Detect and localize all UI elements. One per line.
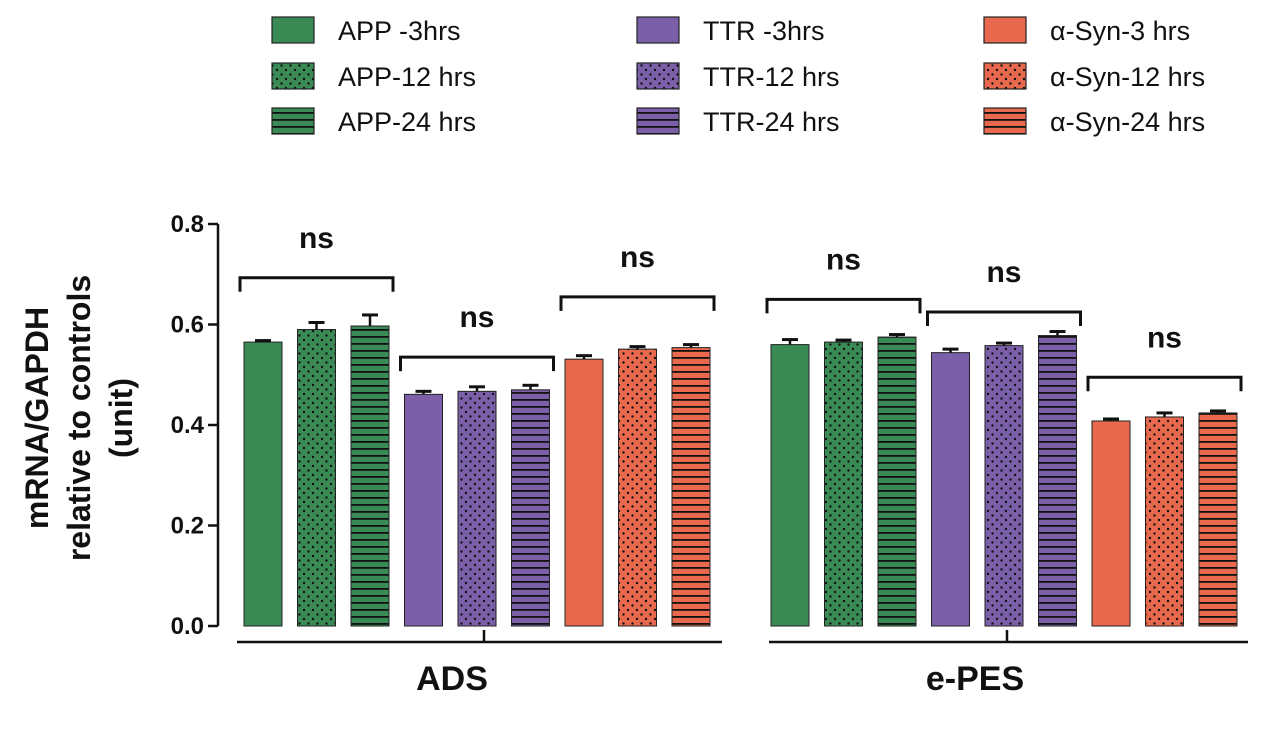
- legend-swatch: [271, 62, 315, 90]
- y-axis-label-line: relative to controls: [61, 275, 97, 561]
- significance-annotations: ns ns ns ns ns ns: [238, 222, 1243, 392]
- y-axis-label-line: mRNA/GAPDH: [19, 307, 55, 529]
- bar: [511, 389, 550, 627]
- bar: [1145, 416, 1184, 627]
- x-group-label: ADS: [416, 660, 488, 698]
- legend-label: TTR-24 hrs: [703, 107, 840, 137]
- significance-bracket: [399, 355, 555, 372]
- legend-swatch: [636, 62, 680, 90]
- bar: [1091, 420, 1131, 627]
- legend-entry: APP -3hrs: [271, 16, 461, 46]
- significance-label: ns: [986, 256, 1021, 289]
- significance-bracket: [1086, 375, 1243, 392]
- bar: [931, 352, 970, 627]
- legend-entry: α-Syn-3 hrs: [983, 16, 1190, 46]
- legend-label: α-Syn-24 hrs: [1050, 107, 1205, 137]
- legend-label: APP -3hrs: [338, 16, 461, 46]
- legend-label: α-Syn-12 hrs: [1050, 62, 1205, 92]
- legend-entry: TTR -3hrs: [636, 16, 825, 46]
- legend-swatch: [636, 107, 680, 135]
- y-tick-label: 0.2: [171, 513, 204, 540]
- bar: [350, 325, 390, 627]
- y-axis-label-line: (unit): [103, 378, 139, 458]
- bar: [824, 341, 863, 627]
- legend-label: α-Syn-3 hrs: [1050, 16, 1190, 46]
- bars: [243, 313, 1238, 627]
- legend-swatch: [271, 16, 315, 44]
- legend-entry: APP-24 hrs: [271, 107, 476, 137]
- y-tick-label: 0.0: [171, 613, 204, 640]
- legend-entry: α-Syn-24 hrs: [983, 107, 1205, 137]
- significance-bracket: [238, 276, 395, 292]
- bar: [243, 341, 283, 627]
- legend-entry: α-Syn-12 hrs: [983, 62, 1205, 92]
- significance-bracket: [765, 297, 922, 314]
- axes: 0.0 0.2 0.4 0.6 0.8 ADS e-PES mRNA/GAPDH relativ…: [19, 211, 1248, 698]
- legend-label: TTR-12 hrs: [703, 62, 840, 92]
- y-tick-label: 0.4: [171, 412, 205, 439]
- legend-label: APP-24 hrs: [338, 107, 476, 137]
- legend-label: APP-12 hrs: [338, 62, 476, 92]
- legend-swatch: [983, 107, 1027, 135]
- legend-swatch: [636, 16, 680, 44]
- legend: APP -3hrs APP-12 hrs APP-24 hrs TTR -3hrs TT…: [271, 16, 1205, 137]
- y-tick-label: 0.6: [171, 312, 204, 339]
- legend-entry: APP-12 hrs: [271, 62, 476, 92]
- legend-swatch: [271, 107, 315, 135]
- significance-label: ns: [826, 243, 861, 276]
- significance-bracket: [559, 295, 716, 311]
- y-axis-label: mRNA/GAPDH relative to controls (unit): [19, 275, 139, 561]
- bar: [671, 347, 711, 627]
- bar: [297, 329, 336, 627]
- x-group-label: e-PES: [926, 660, 1024, 698]
- bar: [1198, 412, 1238, 627]
- bar: [770, 344, 810, 627]
- significance-label: ns: [299, 222, 334, 255]
- bar: [877, 336, 917, 627]
- legend-entry: TTR-12 hrs: [636, 62, 840, 92]
- significance-label: ns: [620, 241, 655, 274]
- y-tick-label: 0.8: [171, 211, 204, 238]
- bar: [404, 393, 443, 627]
- significance-label: ns: [459, 301, 494, 334]
- legend-swatch: [983, 16, 1027, 44]
- bar: [984, 345, 1024, 627]
- significance-bracket: [926, 310, 1082, 326]
- legend-entry: TTR-24 hrs: [636, 107, 840, 137]
- bar: [564, 358, 604, 627]
- significance-label: ns: [1147, 321, 1182, 354]
- bar: [618, 348, 657, 627]
- bar: [1038, 335, 1077, 627]
- legend-label: TTR -3hrs: [703, 16, 825, 46]
- legend-swatch: [983, 62, 1027, 90]
- bar: [457, 390, 497, 627]
